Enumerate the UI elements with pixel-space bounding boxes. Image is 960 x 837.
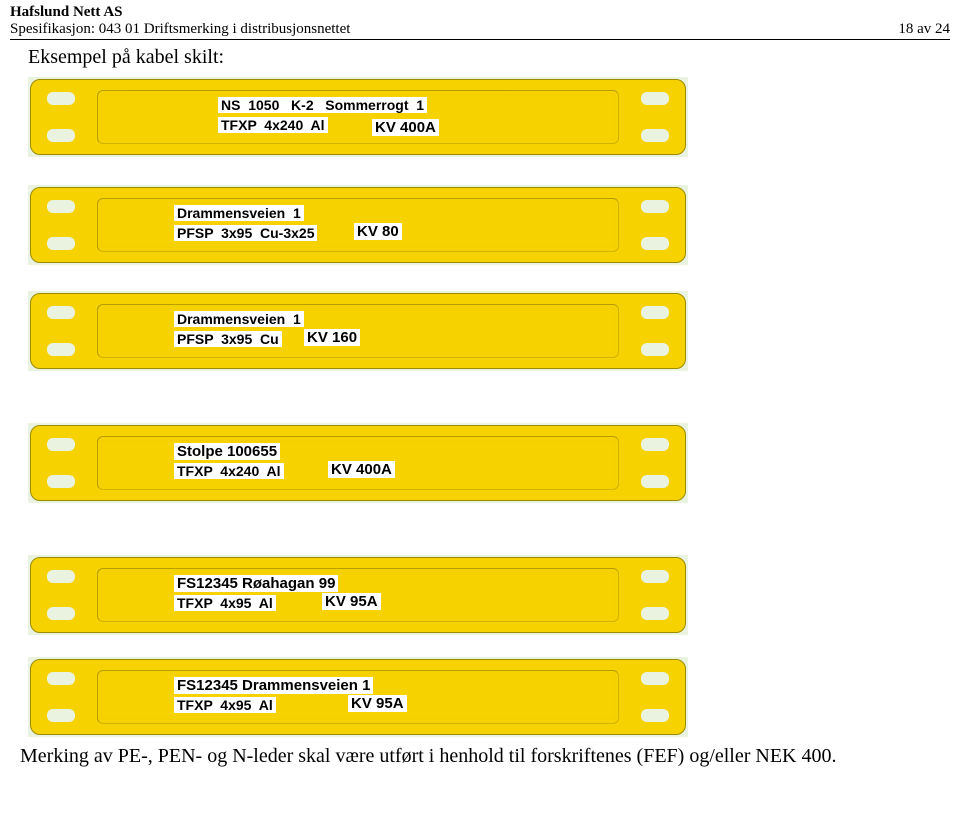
- sign-label: TFXP 4x95 Al: [174, 595, 276, 611]
- mounting-hole: [47, 438, 75, 451]
- sign-plate: Drammensveien 1 PFSP 3x95 Cu KV 160: [97, 304, 619, 358]
- mounting-holes: [625, 294, 685, 368]
- sign-label: NS 1050 K-2 Sommerrogt 1: [218, 97, 427, 113]
- sign-label: TFXP 4x95 Al: [174, 697, 276, 713]
- mounting-hole: [47, 475, 75, 488]
- mounting-hole: [641, 129, 669, 142]
- sign-plate: FS12345 Røahagan 99 TFXP 4x95 Al KV 95A: [97, 568, 619, 622]
- mounting-holes: [625, 426, 685, 500]
- section-title: Eksempel på kabel skilt:: [28, 46, 950, 69]
- sign-label: Stolpe 100655: [174, 443, 280, 460]
- mounting-hole: [47, 570, 75, 583]
- signs-container: NS 1050 K-2 Sommerrogt 1 TFXP 4x240 Al KV …: [10, 77, 950, 737]
- cable-sign: Drammensveien 1 PFSP 3x95 Cu KV 160: [28, 291, 688, 371]
- mounting-hole: [641, 200, 669, 213]
- cable-sign: Drammensveien 1 PFSP 3x95 Cu-3x25 KV 80: [28, 185, 688, 265]
- mounting-hole: [47, 92, 75, 105]
- mounting-hole: [641, 709, 669, 722]
- sign-body: Drammensveien 1 PFSP 3x95 Cu-3x25 KV 80: [30, 187, 686, 263]
- cable-sign: FS12345 Røahagan 99 TFXP 4x95 Al KV 95A: [28, 555, 688, 635]
- mounting-holes: [31, 294, 91, 368]
- mounting-hole: [47, 200, 75, 213]
- sign-body: Drammensveien 1 PFSP 3x95 Cu KV 160: [30, 293, 686, 369]
- header-spec: Spesifikasjon: 043 01 Driftsmerking i di…: [10, 21, 350, 38]
- mounting-holes: [31, 660, 91, 734]
- mounting-hole: [641, 607, 669, 620]
- mounting-hole: [47, 672, 75, 685]
- cable-sign: NS 1050 K-2 Sommerrogt 1 TFXP 4x240 Al KV …: [28, 77, 688, 157]
- sign-label: PFSP 3x95 Cu: [174, 331, 282, 347]
- sign-label: KV 95A: [348, 695, 407, 712]
- sign-label: KV 80: [354, 223, 402, 240]
- footer-text: Merking av PE-, PEN- og N-leder skal vær…: [20, 745, 940, 768]
- mounting-holes: [31, 558, 91, 632]
- sign-label: PFSP 3x95 Cu-3x25: [174, 225, 317, 241]
- sign-plate: Drammensveien 1 PFSP 3x95 Cu-3x25 KV 80: [97, 198, 619, 252]
- header-row: Spesifikasjon: 043 01 Driftsmerking i di…: [10, 21, 950, 40]
- mounting-hole: [47, 607, 75, 620]
- mounting-holes: [31, 80, 91, 154]
- mounting-hole: [641, 343, 669, 356]
- header-page: 18 av 24: [898, 21, 950, 38]
- sign-plate: FS12345 Drammensveien 1 TFXP 4x95 Al KV 95…: [97, 670, 619, 724]
- sign-body: FS12345 Drammensveien 1 TFXP 4x95 Al KV 95…: [30, 659, 686, 735]
- mounting-holes: [31, 188, 91, 262]
- sign-label: FS12345 Røahagan 99: [174, 575, 338, 592]
- sign-label: Drammensveien 1: [174, 311, 304, 327]
- cable-sign: FS12345 Drammensveien 1 TFXP 4x95 Al KV 95…: [28, 657, 688, 737]
- mounting-hole: [641, 306, 669, 319]
- sign-label: FS12345 Drammensveien 1: [174, 677, 373, 694]
- mounting-hole: [47, 343, 75, 356]
- sign-label: KV 400A: [328, 461, 395, 478]
- sign-label: TFXP 4x240 Al: [218, 117, 328, 133]
- sign-label: KV 400A: [372, 119, 439, 136]
- header-company: Hafslund Nett AS: [10, 4, 950, 21]
- sign-body: Stolpe 100655 TFXP 4x240 Al KV 400A: [30, 425, 686, 501]
- mounting-holes: [625, 80, 685, 154]
- sign-label: Drammensveien 1: [174, 205, 304, 221]
- sign-body: FS12345 Røahagan 99 TFXP 4x95 Al KV 95A: [30, 557, 686, 633]
- sign-plate: NS 1050 K-2 Sommerrogt 1 TFXP 4x240 Al KV …: [97, 90, 619, 144]
- sign-label: TFXP 4x240 Al: [174, 463, 284, 479]
- mounting-hole: [47, 129, 75, 142]
- sign-plate: Stolpe 100655 TFXP 4x240 Al KV 400A: [97, 436, 619, 490]
- mounting-holes: [625, 188, 685, 262]
- cable-sign: Stolpe 100655 TFXP 4x240 Al KV 400A: [28, 423, 688, 503]
- mounting-hole: [641, 570, 669, 583]
- mounting-hole: [47, 237, 75, 250]
- mounting-holes: [625, 558, 685, 632]
- mounting-hole: [47, 709, 75, 722]
- mounting-hole: [641, 475, 669, 488]
- sign-label: KV 95A: [322, 593, 381, 610]
- sign-body: NS 1050 K-2 Sommerrogt 1 TFXP 4x240 Al KV …: [30, 79, 686, 155]
- mounting-hole: [641, 92, 669, 105]
- mounting-hole: [641, 672, 669, 685]
- mounting-hole: [47, 306, 75, 319]
- sign-label: KV 160: [304, 329, 360, 346]
- mounting-hole: [641, 237, 669, 250]
- mounting-holes: [625, 660, 685, 734]
- mounting-hole: [641, 438, 669, 451]
- mounting-holes: [31, 426, 91, 500]
